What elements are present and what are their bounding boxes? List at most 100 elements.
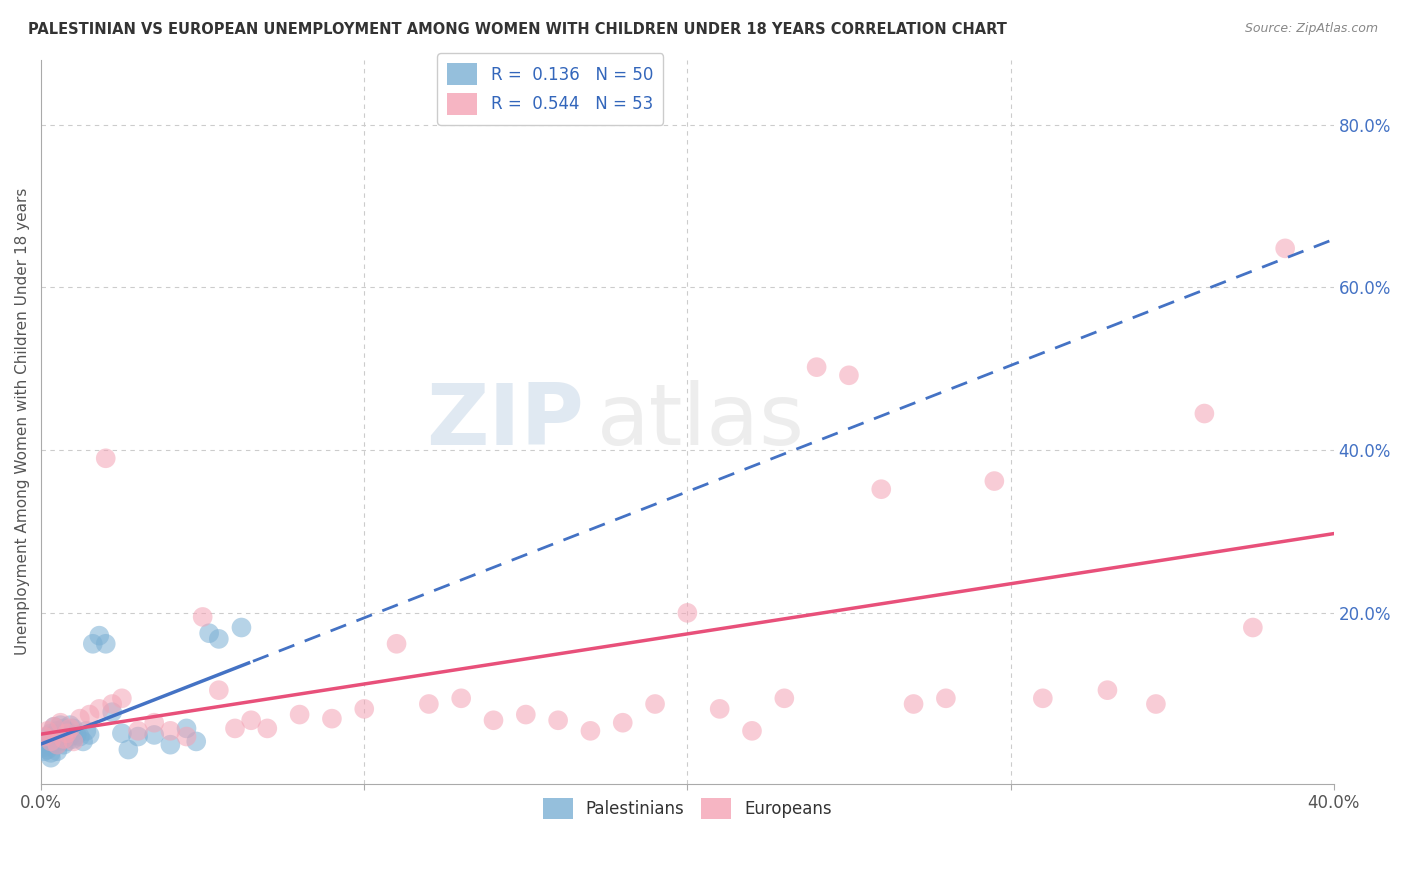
Point [482,713,505,727]
Point [547,713,569,727]
Point [1144,697,1167,711]
Point [46,730,69,744]
Point [450,691,472,706]
Y-axis label: Unemployment Among Women with Children Under 18 years: Unemployment Among Women with Children U… [15,188,30,656]
Point [37,723,59,738]
Point [72,734,94,748]
Point [159,738,181,752]
Point [89,629,111,643]
Point [903,697,925,711]
Point [159,723,181,738]
Point [240,713,263,727]
Point [39,750,62,764]
Point [49,734,72,748]
Text: ZIP: ZIP [426,380,583,463]
Point [256,722,278,736]
Point [321,712,343,726]
Point [101,697,124,711]
Point [806,360,828,375]
Point [69,730,91,744]
Point [46,738,69,752]
Point [208,632,231,646]
Point [208,683,231,698]
Point [62,731,84,746]
Point [42,728,65,742]
Point [39,734,62,748]
Point [79,728,101,742]
Point [741,723,763,738]
Point [231,620,253,634]
Point [37,730,59,744]
Point [56,734,79,748]
Point [39,726,62,740]
Point [46,723,69,738]
Point [34,736,56,750]
Point [1097,683,1119,698]
Point [89,702,111,716]
Point [66,728,89,742]
Point [49,715,72,730]
Point [34,740,56,755]
Point [117,742,139,756]
Point [34,744,56,758]
Point [224,722,246,736]
Point [49,726,72,740]
Point [94,637,117,651]
Point [1274,241,1296,255]
Point [127,730,149,744]
Point [644,697,666,711]
Point [37,742,59,756]
Point [935,691,957,706]
Point [143,728,166,742]
Point [59,722,82,736]
Point [59,730,82,744]
Point [52,730,75,744]
Point [37,738,59,752]
Point [1032,691,1054,706]
Point [52,731,75,746]
Point [62,722,84,736]
Point [191,610,214,624]
Point [111,691,134,706]
Point [94,451,117,466]
Point [52,738,75,752]
Point [56,723,79,738]
Point [176,722,198,736]
Point [773,691,796,706]
Point [676,606,699,620]
Point [42,736,65,750]
Point [79,707,101,722]
Point [39,731,62,746]
Point [418,697,440,711]
Text: atlas: atlas [598,380,804,463]
Point [1241,620,1264,634]
Point [709,702,731,716]
Point [56,726,79,740]
Point [49,718,72,732]
Legend: Palestinians, Europeans: Palestinians, Europeans [536,791,839,826]
Point [39,738,62,752]
Point [42,720,65,734]
Point [176,730,198,744]
Text: PALESTINIAN VS EUROPEAN UNEMPLOYMENT AMONG WOMEN WITH CHILDREN UNDER 18 YEARS CO: PALESTINIAN VS EUROPEAN UNEMPLOYMENT AMO… [28,22,1007,37]
Point [579,723,602,738]
Point [111,726,134,740]
Point [127,723,149,738]
Point [46,744,69,758]
Point [101,705,124,719]
Point [42,720,65,734]
Point [34,730,56,744]
Point [515,707,537,722]
Point [870,482,893,496]
Point [186,734,208,748]
Point [143,715,166,730]
Point [353,702,375,716]
Point [198,626,221,640]
Point [385,637,408,651]
Point [612,715,634,730]
Point [838,368,860,383]
Point [62,734,84,748]
Point [69,712,91,726]
Point [1194,407,1216,421]
Point [288,707,311,722]
